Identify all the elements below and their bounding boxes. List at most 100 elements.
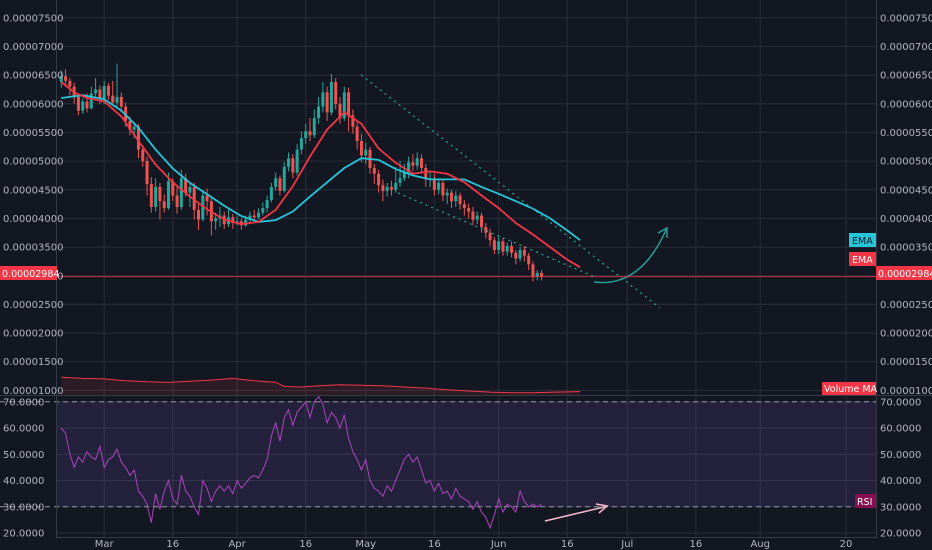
- rsi-pane[interactable]: [0, 395, 876, 530]
- rsi-divergence-arrowhead: [595, 503, 609, 514]
- candle-body: [119, 96, 123, 107]
- candle-body: [102, 85, 106, 99]
- rsi-band: [57, 401, 876, 507]
- candle: [81, 98, 85, 115]
- candle: [449, 189, 453, 209]
- volume-ma-area: [61, 376, 581, 395]
- candle: [385, 182, 389, 197]
- price-axis-left[interactable]: 0.00007500 0.00007000 0.00006500 0.00006000…: [3, 13, 63, 397]
- candle-body: [458, 195, 462, 205]
- candle: [480, 212, 484, 233]
- price-tick-label: 0.00007500: [3, 13, 63, 24]
- candle-body: [205, 195, 209, 202]
- candle-body: [192, 186, 196, 210]
- price-tick-label: 0.00007000: [3, 42, 63, 53]
- candle: [540, 270, 544, 281]
- candle: [389, 180, 393, 196]
- candle: [381, 179, 385, 202]
- rsi-axis-right: 70.0000 60.0000 50.0000 40.0000 30.0000 20.00…: [880, 397, 921, 539]
- candle-body: [497, 241, 501, 250]
- candle: [411, 154, 415, 172]
- chart-grid: [57, 0, 876, 537]
- candle-body: [522, 249, 526, 256]
- candle: [64, 69, 68, 86]
- candle-body: [274, 178, 278, 187]
- candle: [261, 202, 265, 216]
- candle: [269, 182, 273, 203]
- rsi-badge: RSI: [855, 494, 876, 508]
- candle-body: [535, 272, 539, 277]
- candle-body: [231, 217, 235, 224]
- candle-body: [154, 186, 158, 207]
- candle: [192, 182, 196, 220]
- candle: [475, 211, 479, 225]
- time-tick-label: Apr: [228, 539, 246, 550]
- time-tick-label: Jun: [490, 539, 507, 550]
- time-axis[interactable]: Mar 16 Apr 16 May 16 Jun 16 Jul 16 Aug 20: [95, 539, 853, 550]
- candle-body: [269, 186, 273, 201]
- candle-body: [166, 181, 170, 209]
- candle: [471, 206, 475, 226]
- candle-body: [381, 185, 385, 191]
- candle-body: [64, 76, 68, 81]
- price-tick-label: 0.00005000: [880, 157, 932, 168]
- candle: [94, 77, 98, 97]
- price-tick-label: 0.00001000: [880, 386, 932, 397]
- candle: [106, 83, 110, 100]
- rsi-tick-label: 20.0000: [880, 529, 921, 540]
- candle: [518, 247, 522, 262]
- rsi-tick-label: 70.0000: [880, 397, 921, 408]
- candle: [432, 173, 436, 196]
- projection-arrowhead: [657, 226, 668, 238]
- candle: [321, 81, 325, 113]
- candle-body: [531, 264, 535, 277]
- candle: [424, 163, 428, 187]
- candle: [454, 190, 458, 207]
- candle-body: [59, 76, 63, 82]
- candle: [510, 241, 514, 258]
- candle: [364, 142, 368, 164]
- rsi-tick-label: 40.0000: [3, 476, 44, 487]
- candle: [214, 212, 218, 230]
- price-tick-label: 0.00001500: [3, 357, 63, 368]
- rsi-axis-left: 70.0000 60.0000 50.0000 40.0000 30.0000 20.00…: [3, 397, 44, 539]
- candle-body: [98, 89, 102, 99]
- candle: [462, 200, 466, 216]
- price-tick-label: 0.00002000: [880, 329, 932, 340]
- ema-teal-line: [61, 94, 581, 241]
- candle-body: [505, 245, 509, 252]
- candle: [68, 77, 72, 96]
- candle: [295, 143, 299, 176]
- candle: [338, 96, 342, 124]
- candle-body: [445, 192, 449, 196]
- candle-body: [325, 92, 329, 113]
- candle: [119, 92, 123, 113]
- ema-red-line: [60, 81, 581, 268]
- candle: [484, 223, 488, 239]
- rsi-tick-label: 30.0000: [3, 502, 44, 513]
- volume-ma-badge: Volume MA: [822, 382, 878, 395]
- candle-body: [106, 85, 110, 96]
- candle: [257, 208, 261, 220]
- candle-body: [291, 158, 295, 173]
- candle: [304, 123, 308, 144]
- time-tick-label: Mar: [95, 539, 115, 550]
- ema-red-badge: EMA: [849, 252, 876, 266]
- candle: [342, 86, 346, 121]
- candlestick-series: [59, 63, 544, 282]
- price-tick-label: 0.00006500: [880, 71, 932, 82]
- candle: [287, 152, 291, 172]
- candle-body: [510, 245, 514, 253]
- candle-body: [81, 101, 85, 111]
- price-tick-label: 0.00004500: [880, 185, 932, 196]
- candle-body: [89, 93, 93, 109]
- candle: [505, 242, 509, 256]
- candle-body: [351, 115, 355, 127]
- candle-body: [419, 158, 423, 168]
- candle: [501, 238, 505, 256]
- candle: [325, 86, 329, 121]
- candle-body: [480, 215, 484, 228]
- candle-body: [501, 241, 505, 252]
- candle: [531, 261, 535, 282]
